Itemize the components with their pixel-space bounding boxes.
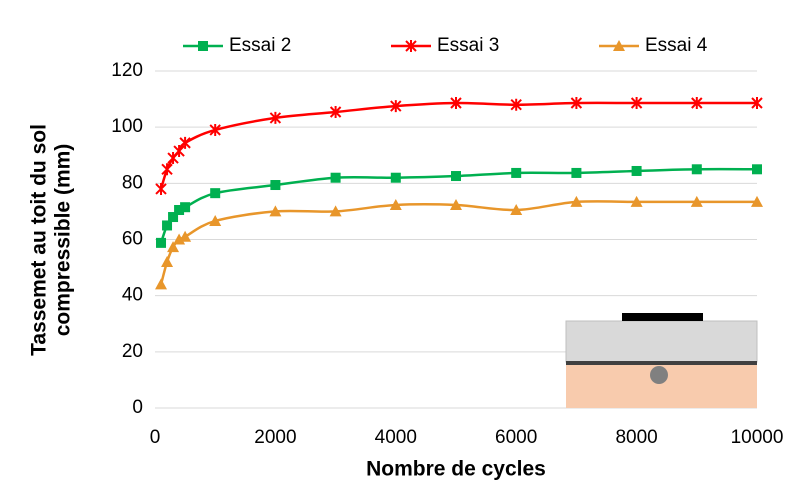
marker xyxy=(155,278,168,290)
y-tick-label: 60 xyxy=(122,229,143,250)
marker xyxy=(751,97,763,110)
marker xyxy=(691,97,703,110)
inset-plate xyxy=(622,313,703,321)
inset-diagram xyxy=(565,313,758,408)
x-tick-label: 10000 xyxy=(731,427,784,448)
marker xyxy=(691,164,702,175)
marker xyxy=(161,163,173,176)
y-axis-label: Tassemet au toit du sol xyxy=(28,124,51,356)
series xyxy=(155,195,763,290)
marker xyxy=(451,171,461,182)
marker xyxy=(209,123,221,136)
marker xyxy=(510,204,523,216)
marker xyxy=(613,40,625,51)
marker xyxy=(180,202,191,213)
marker xyxy=(161,255,174,267)
marker xyxy=(168,212,179,223)
marker xyxy=(690,195,703,207)
x-tick-label: 0 xyxy=(150,427,161,448)
marker xyxy=(390,100,402,113)
marker xyxy=(174,205,185,216)
y-tick-label: 40 xyxy=(122,285,143,306)
marker xyxy=(570,97,583,110)
marker xyxy=(630,195,643,207)
y-tick-label: 120 xyxy=(111,60,143,81)
marker xyxy=(511,167,522,178)
y-axis-label: compressible (mm) xyxy=(52,144,75,337)
marker xyxy=(269,111,282,124)
legend-label: Essai 4 xyxy=(645,35,708,56)
marker xyxy=(450,97,462,110)
plot xyxy=(155,97,763,290)
marker xyxy=(269,205,282,217)
marker xyxy=(329,205,342,217)
legend-label: Essai 3 xyxy=(437,35,499,56)
inset-sensor xyxy=(650,366,668,384)
grid xyxy=(155,70,757,409)
marker xyxy=(155,182,167,195)
marker xyxy=(329,106,342,119)
y-tick-label: 20 xyxy=(122,341,143,362)
x-tick-label: 4000 xyxy=(375,427,417,448)
series xyxy=(155,97,763,195)
marker xyxy=(162,220,173,231)
marker xyxy=(751,195,763,207)
marker xyxy=(173,233,186,245)
x-tick-label: 2000 xyxy=(254,427,296,448)
marker xyxy=(510,98,522,111)
marker xyxy=(198,41,208,51)
marker xyxy=(167,241,180,253)
marker xyxy=(630,97,643,110)
marker xyxy=(330,172,341,183)
inset-layer xyxy=(565,320,758,363)
marker xyxy=(752,164,762,175)
marker xyxy=(173,145,185,158)
y-tick-label: 0 xyxy=(132,397,143,418)
marker xyxy=(179,230,192,242)
marker xyxy=(156,237,167,248)
marker xyxy=(179,136,191,149)
marker xyxy=(631,165,642,176)
x-axis-label: Nombre de cycles xyxy=(366,458,546,481)
legend-label: Essai 2 xyxy=(229,35,291,56)
marker xyxy=(405,40,417,52)
marker xyxy=(390,172,401,183)
marker xyxy=(450,198,462,210)
marker xyxy=(210,188,221,199)
marker xyxy=(389,198,402,210)
marker xyxy=(570,195,583,207)
y-tick-label: 100 xyxy=(111,116,143,137)
series xyxy=(156,164,762,248)
marker xyxy=(571,167,582,178)
x-tick-label: 8000 xyxy=(615,427,657,448)
y-tick-label: 80 xyxy=(122,172,143,193)
marker xyxy=(270,180,281,191)
marker xyxy=(209,214,222,226)
x-tick-label: 6000 xyxy=(495,427,537,448)
